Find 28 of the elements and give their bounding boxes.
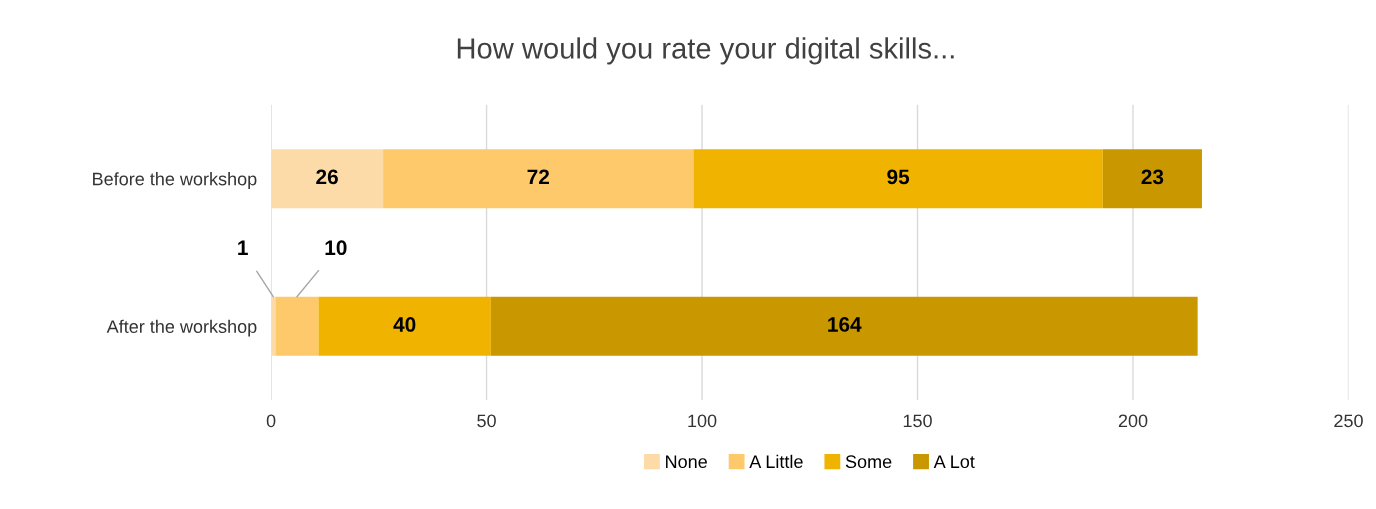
x-tick-label: 200 — [1118, 414, 1148, 428]
data-label: 1 — [238, 240, 248, 255]
data-label: 10 — [325, 240, 347, 256]
chart-title: How would you rate your digital skills... — [457, 37, 954, 65]
legend-label: A Little — [749, 454, 803, 469]
x-tick-label: 50 — [477, 414, 496, 428]
data-label: 40 — [393, 317, 416, 332]
data-label: 95 — [887, 169, 910, 185]
data-label: 164 — [828, 317, 862, 332]
bar — [271, 149, 384, 209]
x-tick-label: 100 — [688, 414, 717, 428]
x-tick-label: 0 — [266, 414, 276, 428]
bar — [383, 149, 694, 209]
bar — [275, 296, 319, 356]
y-tick-label: Before the workshop — [93, 172, 257, 189]
legend-label: None — [666, 455, 707, 469]
x-tick-label: 250 — [1334, 414, 1363, 428]
legend-label: A Lot — [933, 455, 975, 469]
bar — [693, 149, 1103, 209]
bar — [490, 296, 1198, 356]
x-tick-label: 150 — [903, 414, 932, 428]
data-label: 72 — [527, 169, 550, 185]
data-label: 23 — [1141, 169, 1164, 185]
legend-label: Some — [845, 455, 892, 469]
bar — [318, 296, 491, 356]
data-label: 26 — [316, 169, 338, 185]
y-tick-label: After the workshop — [106, 319, 257, 337]
bar — [1102, 149, 1202, 209]
